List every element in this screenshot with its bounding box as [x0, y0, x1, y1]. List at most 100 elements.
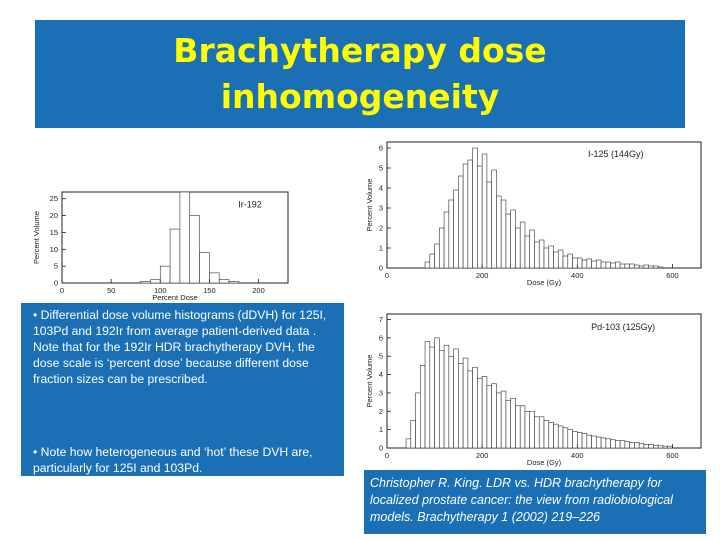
histogram-bar — [529, 410, 535, 449]
y-tick-label: 4 — [379, 184, 383, 193]
histogram-bar — [467, 159, 473, 269]
histogram-bar — [424, 341, 431, 449]
histogram-bar — [634, 264, 640, 269]
y-axis-label: Percent Volume — [365, 355, 374, 408]
histogram-bar — [577, 432, 583, 449]
chart-svg: 0 200 400 600 0 1 2 3 4 5 6 Dose (Gy) Percent Volume… — [365, 141, 702, 287]
y-tick-label: 10 — [50, 245, 58, 254]
y-tick-label: 0 — [379, 444, 383, 453]
x-tick-label: 100 — [154, 286, 167, 295]
caption-box: • Differential dose volume histograms (d… — [21, 303, 344, 476]
x-axis-label: Percent Dose — [152, 293, 197, 302]
histogram-bar — [638, 443, 645, 449]
histogram-bar — [486, 181, 492, 269]
histogram-bar — [562, 255, 569, 269]
y-tick-label: 25 — [50, 194, 58, 203]
y-tick-label: 20 — [50, 211, 58, 220]
histogram-bar — [605, 261, 611, 269]
histogram-bar — [140, 281, 151, 284]
histogram-bar — [491, 169, 497, 269]
x-tick-label: 400 — [571, 271, 584, 280]
histogram-bar — [458, 175, 464, 269]
histogram-bar — [505, 399, 511, 449]
y-tick-label: 5 — [54, 262, 58, 271]
histogram-bar — [458, 363, 464, 449]
histogram-bar — [548, 245, 554, 269]
histogram-bar — [624, 263, 630, 269]
histogram-bar — [477, 165, 483, 269]
histogram-bar — [591, 435, 597, 449]
histogram-bar — [472, 366, 478, 449]
histogram-bar — [519, 405, 526, 449]
ir192-histogram-figure: 0 50 100 150 200 0 5 10 15 20 25 Percent Dose Percen… — [30, 188, 300, 303]
chart-svg: 0 200 400 600 0 1 2 3 4 5 6 7 Dose (Gy) Percent Volum… — [365, 313, 702, 467]
histogram-bar — [448, 355, 454, 449]
histogram-bar — [481, 153, 488, 269]
slide-title-line-2: inhomogeneity — [220, 77, 500, 116]
histogram-bar — [150, 279, 161, 284]
histogram-bar — [572, 257, 578, 269]
y-tick-label: 1 — [379, 425, 383, 434]
histogram-bar — [567, 429, 573, 449]
histogram-bar — [496, 195, 502, 269]
x-axis-label: Dose (Gy) — [527, 458, 562, 467]
histogram-bar — [629, 263, 635, 269]
histogram-bar — [209, 272, 220, 284]
x-tick-label: 200 — [476, 451, 489, 460]
histogram-bar — [657, 266, 664, 269]
histogram-bar — [510, 209, 516, 269]
slide-title-line-1: Brachytherapy dose — [173, 31, 547, 70]
x-tick-label: 200 — [252, 286, 265, 295]
y-tick-label: 6 — [379, 144, 383, 153]
histogram-bar — [562, 427, 569, 449]
histogram-bar — [643, 264, 649, 269]
histogram-bar — [199, 252, 210, 284]
y-tick-label: 2 — [379, 407, 383, 416]
reference-text: Christopher R. King. LDR vs. HDR brachyt… — [370, 476, 673, 524]
histogram-bar — [643, 444, 649, 449]
histogram-bar — [519, 221, 526, 269]
histogram-bar — [605, 438, 611, 449]
x-tick-label: 0 — [60, 286, 64, 295]
histogram-bar — [662, 445, 668, 449]
histogram-bar — [638, 265, 645, 269]
histogram-bar — [434, 337, 440, 449]
histogram-bar — [429, 253, 435, 269]
histogram-bar — [629, 442, 635, 449]
histogram-bar — [439, 350, 445, 449]
chart-svg: 0 50 100 150 200 0 5 10 15 20 25 Percent Dose Percen… — [32, 191, 289, 302]
histogram-bar — [581, 433, 588, 449]
histogram-bar — [600, 437, 607, 449]
pd103-histogram-figure: 0 200 400 600 0 1 2 3 4 5 6 7 Dose (Gy) Percent Volum… — [363, 310, 711, 468]
histogram-bar — [169, 228, 181, 284]
series-annotation: Ir-192 — [238, 199, 262, 209]
x-tick-label: 150 — [203, 286, 216, 295]
histogram-bar — [467, 370, 473, 449]
histogram-bar — [534, 241, 540, 269]
histogram-bar — [634, 442, 640, 449]
y-tick-label: 3 — [379, 388, 383, 397]
histogram-bar — [472, 147, 478, 269]
histogram-bar — [619, 440, 626, 449]
histogram-bar — [500, 390, 507, 449]
histogram-bar — [648, 444, 654, 449]
histogram-bar — [515, 227, 521, 269]
histogram-bar — [159, 265, 171, 284]
histogram-bar — [410, 420, 416, 449]
histogram-bar — [567, 253, 573, 269]
histogram-bar — [481, 376, 488, 449]
histogram-bar — [439, 227, 445, 269]
y-tick-label: 1 — [379, 244, 383, 253]
x-tick-label: 0 — [385, 451, 389, 460]
caption-paragraph-1: • Differential dose volume histograms (d… — [33, 308, 327, 386]
histogram-bar — [453, 189, 459, 269]
histogram-bar — [586, 258, 592, 269]
histogram-bar — [624, 441, 630, 449]
histogram-bar — [443, 344, 450, 449]
histogram-bar — [486, 385, 492, 449]
slide-title: Brachytherapy dose inhomogeneity — [35, 28, 685, 120]
y-axis-label: Percent Volume — [32, 211, 41, 264]
histogram-bar — [543, 247, 550, 269]
y-tick-label: 4 — [379, 370, 383, 379]
histogram-bar — [218, 279, 230, 284]
